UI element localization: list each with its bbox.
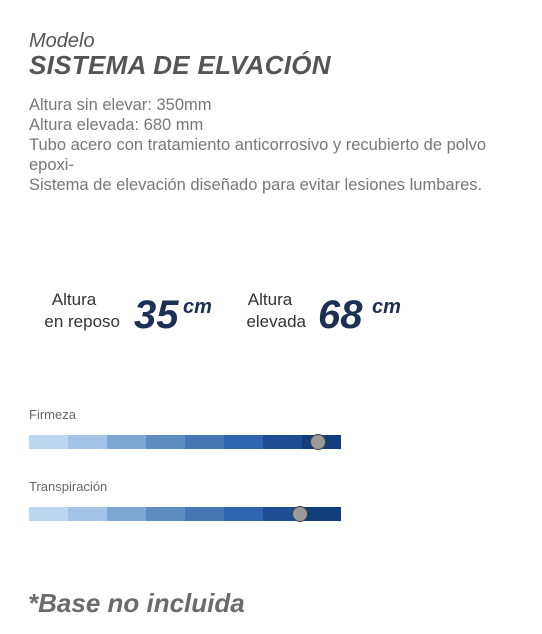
breathability-knob bbox=[292, 506, 309, 522]
breathability-label: Transpiración bbox=[29, 479, 108, 494]
bar-segment bbox=[302, 507, 341, 521]
raised-height-label-line2: elevada bbox=[246, 312, 306, 331]
bar-segment bbox=[146, 435, 185, 449]
bar-segment bbox=[107, 507, 146, 521]
firmness-bar bbox=[29, 434, 341, 450]
heights-section: Altura en reposo 35 cm Altura elevada 68… bbox=[0, 287, 542, 347]
breathability-bar bbox=[29, 506, 341, 522]
bar-segment bbox=[185, 507, 224, 521]
rest-height-label-line2: en reposo bbox=[44, 312, 120, 331]
bar-segment bbox=[68, 435, 107, 449]
bar-segment bbox=[224, 435, 263, 449]
firmness-label: Firmeza bbox=[29, 407, 76, 422]
raised-height-label-line1: Altura bbox=[247, 290, 293, 309]
raised-height-label: Altura elevada bbox=[234, 289, 306, 333]
model-name: SISTEMA DE ELVACIÓN bbox=[29, 50, 331, 80]
model-label: Modelo bbox=[29, 30, 95, 52]
description-line: Sistema de elevación diseñado para evita… bbox=[29, 176, 483, 194]
raised-height-unit: cm bbox=[372, 296, 401, 318]
bar-segment bbox=[107, 435, 146, 449]
footer-note: *Base no incluida bbox=[28, 588, 245, 618]
bar-segment bbox=[146, 507, 185, 521]
firmness-knob bbox=[309, 434, 326, 450]
bar-segment bbox=[263, 507, 302, 521]
bar-segment bbox=[29, 507, 68, 521]
rest-height-value: 35 bbox=[134, 293, 179, 337]
description-line: Altura elevada: 680 mm bbox=[29, 116, 204, 134]
rest-height-unit: cm bbox=[183, 296, 212, 318]
description: Altura sin elevar: 350mm Altura elevada:… bbox=[29, 95, 499, 195]
bar-segment bbox=[263, 435, 302, 449]
bar-segment bbox=[185, 435, 224, 449]
description-line: Tubo acero con tratamiento anticorrosivo… bbox=[29, 136, 487, 174]
bar-segment bbox=[29, 435, 68, 449]
bar-segment bbox=[68, 507, 107, 521]
rest-height-label: Altura en reposo bbox=[28, 289, 120, 333]
description-line: Altura sin elevar: 350mm bbox=[29, 96, 212, 114]
bar-segment bbox=[224, 507, 263, 521]
rest-height-label-line1: Altura bbox=[51, 290, 97, 309]
raised-height-value: 68 bbox=[318, 293, 363, 337]
